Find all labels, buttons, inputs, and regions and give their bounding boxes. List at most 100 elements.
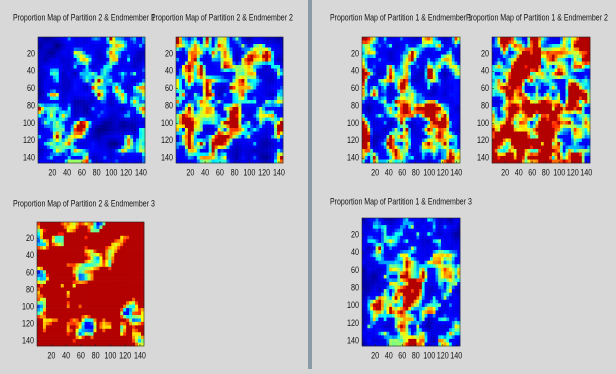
image-cell: [47, 90, 50, 94]
image-cell: [262, 149, 265, 153]
image-cell: [43, 222, 46, 226]
image-cell: [136, 156, 139, 160]
image-cell: [262, 100, 265, 104]
image-cell: [56, 83, 59, 87]
image-cell: [100, 118, 103, 122]
image-cell: [197, 132, 200, 136]
image-cell: [378, 114, 381, 118]
image-cell: [265, 76, 268, 80]
image-cell: [227, 93, 230, 97]
image-cell: [102, 243, 105, 247]
image-cell: [108, 236, 111, 240]
image-cell: [265, 72, 268, 76]
image-cell: [59, 90, 62, 94]
image-cell: [259, 93, 262, 97]
image-cell: [58, 263, 61, 267]
image-cell: [68, 104, 71, 108]
image-cell: [247, 97, 250, 101]
image-cell: [118, 55, 121, 59]
image-cell: [256, 69, 259, 73]
image-cell: [215, 156, 218, 160]
image-cell: [387, 149, 390, 153]
image-cell: [82, 305, 85, 309]
image-cell: [419, 125, 422, 129]
image-cell: [133, 51, 136, 55]
image-cell: [59, 58, 62, 62]
image-cell: [136, 76, 139, 80]
image-cell: [74, 44, 77, 48]
image-cell: [38, 97, 41, 101]
image-cell: [376, 125, 379, 129]
image-cell: [80, 55, 83, 59]
image-cell: [247, 90, 250, 94]
image-cell: [124, 149, 127, 153]
image-cell: [250, 107, 253, 111]
image-cell: [118, 37, 121, 41]
image-cell: [256, 93, 259, 97]
image-cell: [274, 93, 277, 97]
image-cell: [389, 62, 392, 66]
image-cell: [397, 72, 400, 76]
image-cell: [118, 104, 121, 108]
image-cell: [49, 291, 52, 295]
image-cell: [365, 93, 368, 97]
image-cell: [117, 284, 120, 288]
image-cell: [44, 58, 47, 62]
image-cell: [64, 270, 67, 274]
image-cell: [425, 118, 428, 122]
image-cell: [262, 55, 265, 59]
image-cell: [76, 281, 79, 285]
image-cell: [111, 229, 114, 233]
image-cell: [370, 44, 373, 48]
image-cell: [41, 83, 44, 87]
image-cell: [277, 97, 280, 101]
image-cell: [37, 332, 40, 336]
image-cell: [133, 44, 136, 48]
image-cell: [425, 135, 428, 139]
image-cell: [212, 100, 215, 104]
image-cell: [381, 62, 384, 66]
image-cell: [100, 79, 103, 83]
image-cell: [50, 79, 53, 83]
image-cell: [37, 239, 40, 243]
image-cell: [112, 48, 115, 52]
image-cell: [259, 51, 262, 55]
image-cell: [105, 301, 108, 305]
image-cell: [378, 97, 381, 101]
image-cell: [43, 294, 46, 298]
image-cell: [55, 246, 58, 250]
image-cell: [73, 229, 76, 233]
image-cell: [253, 142, 256, 146]
image-cell: [91, 270, 94, 274]
image-cell: [99, 260, 102, 264]
image-cell: [61, 239, 64, 243]
image-cell: [422, 153, 425, 157]
image-cell: [256, 107, 259, 111]
image-cell: [395, 76, 398, 80]
image-cell: [115, 132, 118, 136]
image-cell: [92, 132, 95, 136]
image-cell: [256, 149, 259, 153]
image-cell: [56, 100, 59, 104]
image-cell: [91, 274, 94, 278]
image-cell: [384, 125, 387, 129]
image-cell: [43, 270, 46, 274]
image-cell: [212, 125, 215, 129]
image-cell: [112, 62, 115, 66]
image-cell: [416, 118, 419, 122]
image-cell: [191, 86, 194, 90]
image-cell: [232, 125, 235, 129]
image-cell: [387, 139, 390, 143]
image-cell: [197, 72, 200, 76]
image-cell: [224, 72, 227, 76]
image-cell: [115, 37, 118, 41]
image-cell: [83, 146, 86, 150]
image-cell: [436, 132, 439, 136]
image-cell: [114, 246, 117, 250]
image-cell: [71, 62, 74, 66]
image-cell: [277, 76, 280, 80]
image-cell: [41, 142, 44, 146]
image-cell: [70, 232, 73, 236]
image-cell: [274, 65, 277, 69]
image-cell: [71, 121, 74, 125]
